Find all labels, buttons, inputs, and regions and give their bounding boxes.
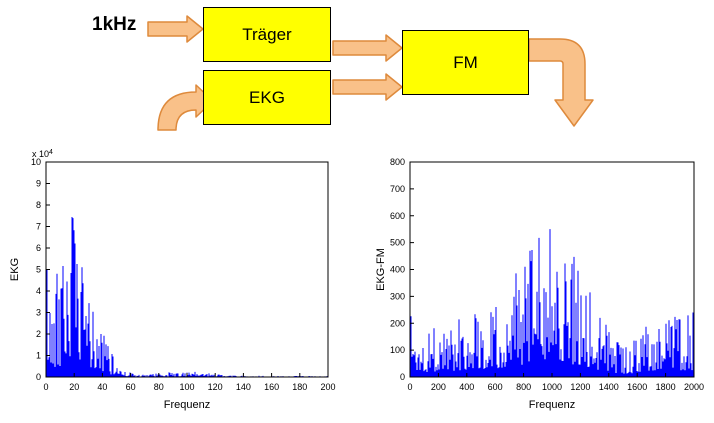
- y-tick-label: 9: [36, 179, 41, 189]
- y-tick-label: 600: [390, 211, 405, 221]
- arrow-ekg-to-fm: [332, 73, 403, 101]
- y-tick-label: 300: [390, 291, 405, 301]
- x-tick-label: 1000: [542, 382, 562, 392]
- x-tick-label: 1800: [656, 382, 676, 392]
- x-tick-label: 60: [126, 382, 136, 392]
- x-tick-label: 400: [459, 382, 474, 392]
- spectrum-series: [409, 229, 695, 377]
- x-tick-label: 100: [179, 382, 194, 392]
- x-tick-label: 80: [154, 382, 164, 392]
- x-tick-label: 120: [208, 382, 223, 392]
- block-fm: FM: [402, 30, 529, 95]
- y-tick-label: 2: [36, 329, 41, 339]
- y-scale-exponent: 4: [49, 149, 53, 156]
- spectrum-series: [45, 217, 329, 377]
- y-tick-label: 3: [36, 308, 41, 318]
- y-tick-label: 10: [31, 157, 41, 167]
- ekg-fm-spectrum-chart: 0 200 400 600 800 1000 1200 1400 1600 1800 2000 0 10…: [375, 146, 706, 423]
- block-fm-label: FM: [453, 52, 478, 72]
- x-tick-label: 1600: [627, 382, 647, 392]
- y-scale-label: x 104: [32, 149, 53, 159]
- x-tick-label: 160: [264, 382, 279, 392]
- y-tick-label: 800: [390, 157, 405, 167]
- y-tick-label: 7: [36, 222, 41, 232]
- input-frequency-label: 1kHz: [92, 14, 137, 35]
- x-tick-label: 0: [43, 382, 48, 392]
- x-axis-label: Frequenz: [164, 399, 210, 411]
- x-tick-label: 1200: [570, 382, 590, 392]
- arrow-1khz-to-traeger: [147, 15, 204, 43]
- y-tick-label: 100: [390, 345, 405, 355]
- x-axis-label: Frequenz: [529, 399, 575, 411]
- x-tick-label: 20: [69, 382, 79, 392]
- y-tick-label: 700: [390, 184, 405, 194]
- y-axis-label: EKG: [9, 258, 21, 281]
- block-traeger-label: Träger: [242, 24, 292, 44]
- block-ekg: EKG: [203, 70, 331, 125]
- chart-svg: 0 20 40 60 80 100 120 140 160 180 200 0 1 2 3 4 5 6 7 8 9 10 F…: [9, 149, 336, 411]
- x-tick-label: 800: [516, 382, 531, 392]
- x-tick-label: 200: [320, 382, 335, 392]
- arrow-traeger-to-fm: [332, 34, 403, 62]
- y-tick-label: 0: [36, 372, 41, 382]
- x-tick-label: 2000: [684, 382, 704, 392]
- y-tick-label: 8: [36, 200, 41, 210]
- y-tick-label: 4: [36, 286, 41, 296]
- block-traeger: Träger: [203, 7, 331, 62]
- x-tick-label: 200: [431, 382, 446, 392]
- y-axis-label: EKG-FM: [376, 248, 387, 291]
- y-tick-label: 6: [36, 243, 41, 253]
- x-tick-label: 40: [97, 382, 107, 392]
- x-tick-label: 180: [292, 382, 307, 392]
- y-tick-label: 500: [390, 238, 405, 248]
- y-tick-label: 400: [390, 265, 405, 275]
- x-tick-label: 600: [488, 382, 503, 392]
- x-tick-label: 0: [407, 382, 412, 392]
- ekg-spectrum-chart: 0 20 40 60 80 100 120 140 160 180 200 0 1 2 3 4 5 6 7 8 9 10 F…: [8, 146, 348, 423]
- y-tick-label: 0: [400, 372, 405, 382]
- flow-arrows: [147, 15, 594, 131]
- y-tick-label: 5: [36, 265, 41, 275]
- chart-svg: 0 200 400 600 800 1000 1200 1400 1600 1800 2000 0 10…: [375, 157, 704, 411]
- y-tick-label: 1: [36, 351, 41, 361]
- x-tick-label: 140: [236, 382, 251, 392]
- y-tick-label: 200: [390, 318, 405, 328]
- block-ekg-label: EKG: [249, 87, 285, 107]
- arrow-fm-output: [528, 38, 594, 127]
- x-tick-label: 1400: [599, 382, 619, 392]
